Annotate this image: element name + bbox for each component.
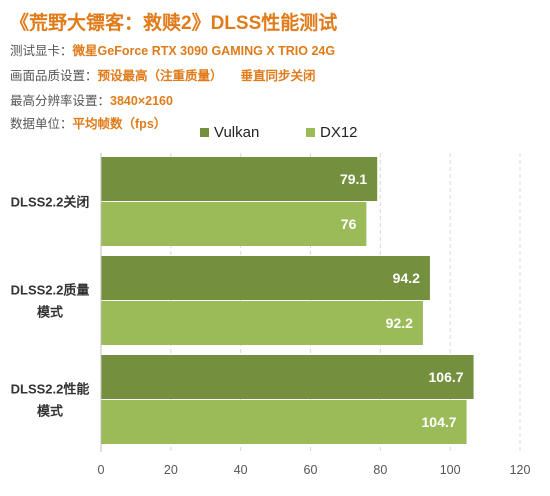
info-gpu-key: 测试显卡： [10,44,73,58]
info-unit-key: 数据单位： [10,117,73,131]
legend-label-vulkan: Vulkan [214,124,259,141]
bar-vulkan-2 [101,355,474,399]
bar-vulkan-0 [101,157,378,201]
category-label-1-1: 模式 [37,305,63,320]
category-label-2-1: 模式 [37,404,63,419]
legend-label-dx12: DX12 [320,124,358,141]
x-tick-label-60: 60 [304,463,318,477]
x-tick-label-40: 40 [234,463,248,477]
info-vsync-value: 垂直同步关闭 [240,69,316,83]
x-tick-label-80: 80 [373,463,387,477]
bar-vulkan-1 [101,256,430,300]
bar-label-dx12-2: 104.7 [422,414,457,430]
bar-label-vulkan-0: 79.1 [340,171,367,187]
info-unit: 数据单位：平均帧数（fps） [10,113,166,132]
info-quality-value: 预设最高（注重质量） [97,69,223,83]
bar-label-dx12-1: 92.2 [386,315,413,331]
info-unit-value: 平均帧数（fps） [72,117,167,131]
info-gpu-value: 微星GeForce RTX 3090 GAMING X TRIO 24G [72,44,336,58]
info-quality-key: 画面品质设置： [10,69,98,83]
info-resolution: 最高分辨率设置：3840×2160 [10,90,173,109]
info-quality: 画面品质设置：预设最高（注重质量） 垂直同步关闭 [10,65,316,84]
x-tick-label-100: 100 [440,463,461,477]
legend-swatch-dx12 [306,128,315,137]
info-gpu: 测试显卡：微星GeForce RTX 3090 GAMING X TRIO 24… [10,40,335,59]
x-tick-label-20: 20 [164,463,178,477]
legend-swatch-vulkan [200,128,209,137]
category-label-2-0: DLSS2.2性能 [11,382,90,397]
category-label-1-0: DLSS2.2质量 [11,283,90,298]
bar-dx12-0 [101,202,367,246]
bar-label-dx12-0: 76 [341,216,357,232]
bar-label-vulkan-2: 106.7 [429,369,464,385]
x-tick-label-120: 120 [510,463,531,477]
category-label-0-0: DLSS2.2关闭 [11,195,90,210]
bar-dx12-1 [101,301,423,345]
bar-dx12-2 [101,400,467,444]
bar-label-vulkan-1: 94.2 [393,270,420,286]
x-tick-label-0: 0 [98,463,105,477]
info-resolution-value: 3840×2160 [110,94,173,108]
info-resolution-key: 最高分辨率设置： [10,94,111,108]
page-title: 《荒野大镖客：救赎2》DLSS性能测试 [10,13,338,34]
